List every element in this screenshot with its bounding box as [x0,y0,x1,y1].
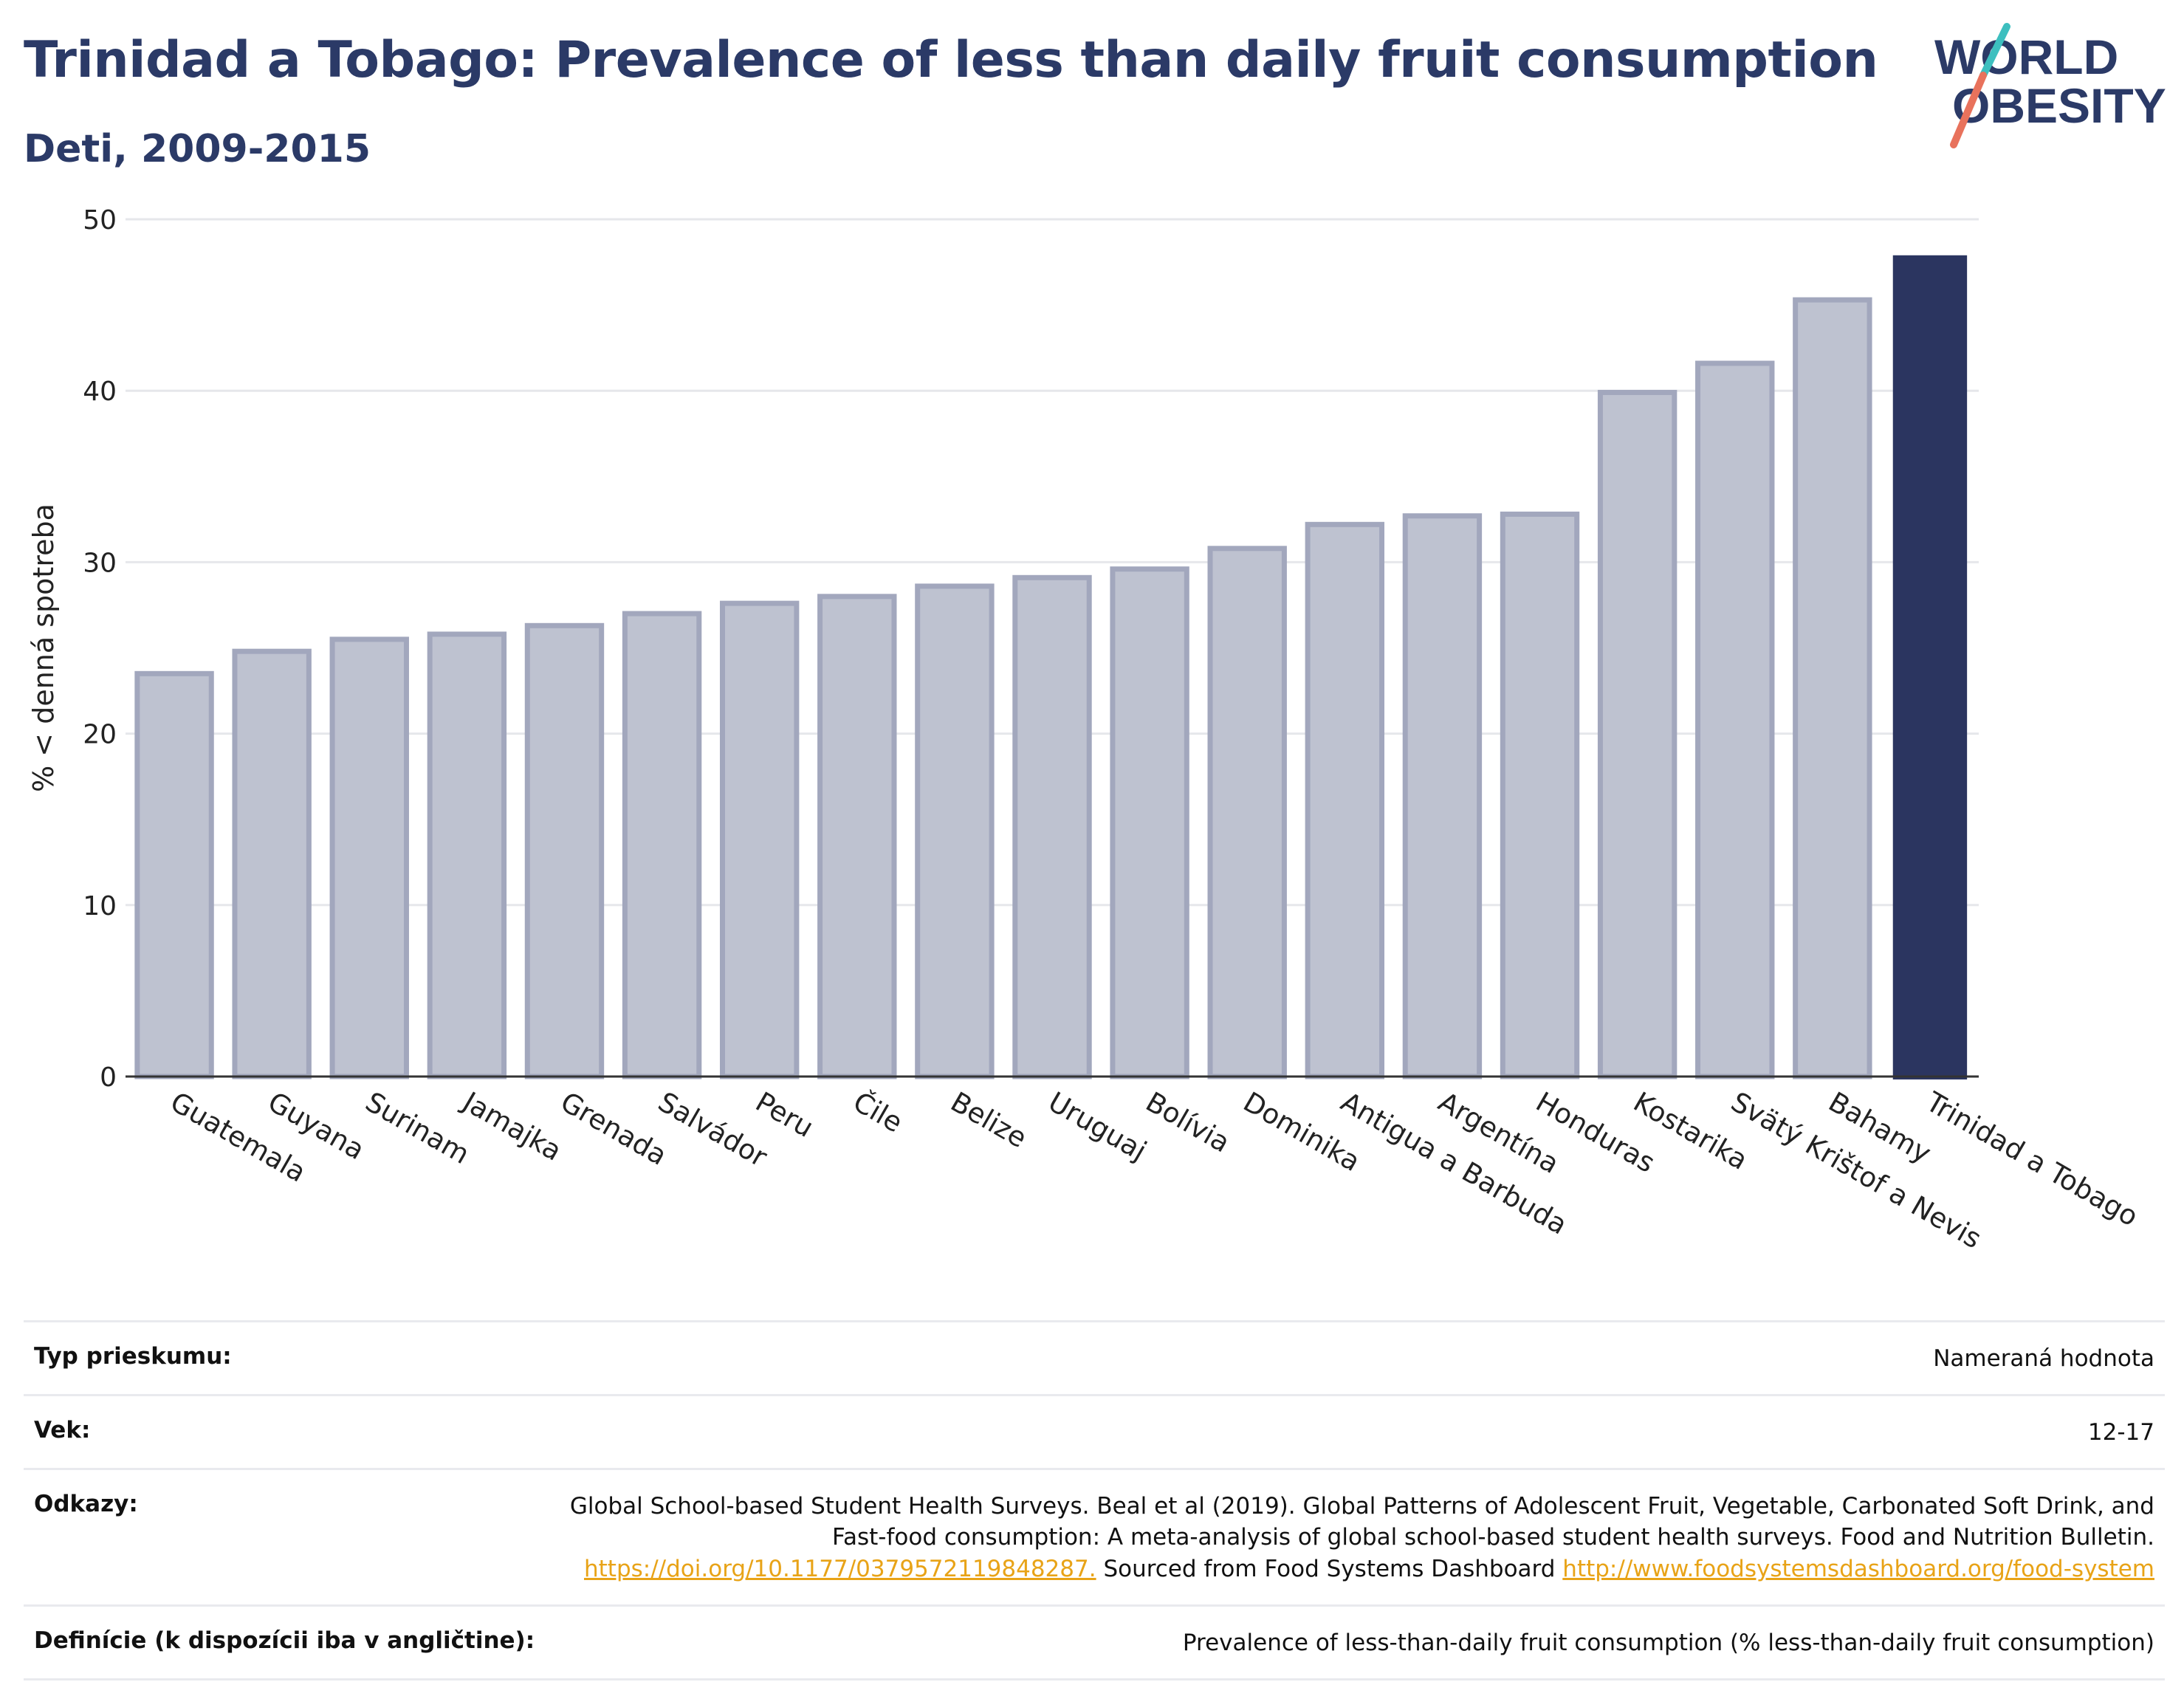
x-tick-label: Grenada [555,1086,672,1172]
bar-antigua-a-barbuda [1305,521,1385,1079]
y-tick-label: 10 [83,891,117,921]
x-tick-label: Čile [848,1085,908,1139]
bar-argentína [1402,513,1483,1079]
y-axis-ticks: 0 10 20 30 40 50 [83,205,117,1093]
x-tick-label: Jamajka [456,1085,567,1167]
x-tick-label: Peru [750,1086,819,1144]
meta-row-definition: Definície (k dispozícii iba v angličtine… [24,1604,2165,1680]
logo-line2: OBESITY [1952,78,2166,133]
y-tick-label: 20 [83,720,117,750]
chart-subtitle: Deti, 2009-2015 [24,127,371,171]
bar-jamajka [427,631,507,1079]
x-tick-label: Salvádor [653,1086,773,1174]
logo-slash-coral [1950,72,1987,148]
metadata-table: Typ prieskumu: Nameraná hodnota Vek: 12-… [24,1320,2165,1680]
bar-bolívia [1110,566,1189,1079]
x-tick-label: Bolívia [1141,1086,1235,1159]
bar-kostarika [1597,390,1678,1079]
y-tick-label: 30 [83,548,117,578]
bar-grenada [524,622,605,1079]
y-axis-label: % < denná spotreba [27,504,60,792]
bar-svätý-krištof-a-nevis [1695,360,1775,1079]
bars [134,255,1968,1080]
bar-dominika [1207,546,1287,1079]
references-source-text: Sourced from Food Systems Dashboard [1103,1556,1556,1583]
age-label: Vek: [34,1416,91,1443]
bar-uruguaj [1012,574,1092,1079]
x-tick-label: Surinam [360,1086,475,1171]
references-label: Odkazy: [34,1490,138,1517]
bar-honduras [1500,511,1580,1079]
x-tick-label: Uruguaj [1043,1086,1153,1167]
doi-link[interactable]: https://doi.org/10.1177/0379572119848287… [584,1556,1096,1583]
logo-slash-teal [1979,23,2010,79]
survey-type-label: Typ prieskumu: [34,1343,232,1370]
bar-salvádor [622,611,702,1079]
bar-guatemala [134,670,214,1079]
bar-guyana [232,648,312,1079]
logo-line1: WORLD [1934,30,2118,84]
x-axis-ticks: GuatemalaGuyanaSurinamJamajkaGrenadaSalv… [165,1085,2144,1255]
bar-chart: 0 10 20 30 40 50 GuatemalaGuyanaSurinamJamajk… [27,205,2144,1255]
definition-label: Definície (k dispozícii iba v angličtine… [34,1627,535,1654]
bar-belize [915,583,995,1079]
meta-row-references: Odkazy: Global School-based Student Heal… [24,1467,2165,1604]
bar-trinidad-a-tobago [1892,255,1968,1080]
y-tick-label: 0 [100,1062,117,1093]
definition-value: Prevalence of less-than-daily fruit cons… [1182,1629,2154,1656]
chart-title: Trinidad a Tobago: Prevalence of less th… [24,31,1878,89]
y-tick-label: 40 [83,377,117,407]
bar-surinam [329,636,409,1079]
food-systems-link[interactable]: http://www.foodsystemsdashboard.org/food… [1562,1556,2154,1583]
bar-čile [817,594,897,1079]
world-obesity-logo: WORLD OBESITY [1934,23,2166,148]
age-value: 12-17 [2087,1418,2154,1446]
bar-bahamy [1793,297,1872,1079]
references-text: Global School-based Student Health Surve… [569,1492,2154,1551]
survey-type-value: Nameraná hodnota [1933,1345,2154,1372]
meta-row-survey-type: Typ prieskumu: Nameraná hodnota [24,1320,2165,1394]
bar-peru [719,600,800,1079]
y-tick-label: 50 [83,205,117,236]
meta-row-age: Vek: 12-17 [24,1393,2165,1468]
references-value: Global School-based Student Health Surve… [560,1491,2154,1585]
x-tick-label: Belize [945,1086,1032,1155]
